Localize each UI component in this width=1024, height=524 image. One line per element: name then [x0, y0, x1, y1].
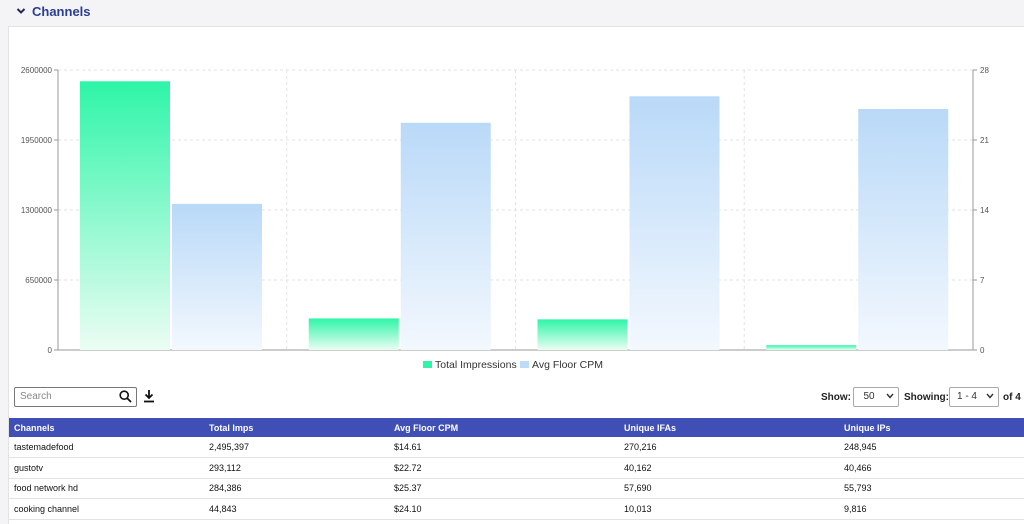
channels-chart: 0 0 650000 7 1300000 14 1950000 21 2600000 28 Tota… — [21, 66, 990, 371]
cell-total-imps: 44,843 — [209, 503, 237, 514]
cell-channel: food network hd — [14, 483, 79, 494]
column-header-channels[interactable]: Channels — [14, 422, 55, 433]
bar-avg-floor-cpm — [858, 109, 949, 350]
section-title: Channels — [32, 4, 91, 19]
column-header-total-imps[interactable]: Total Imps — [209, 422, 254, 433]
bar-total-impressions — [766, 345, 857, 350]
bar-total-impressions — [80, 81, 170, 350]
cell-unique-ifas: 40,162 — [624, 462, 652, 473]
chevron-down-icon — [986, 393, 994, 399]
y-right-tick-label: 21 — [980, 136, 989, 145]
section-header[interactable]: Channels — [0, 0, 1024, 24]
column-header-unique-ifas[interactable]: Unique IFAs — [624, 422, 677, 433]
cell-avg-floor-cpm: $14.61 — [394, 442, 422, 452]
cell-unique-ifas: 270,216 — [624, 442, 657, 452]
total-count: of 4 — [1003, 392, 1021, 403]
legend-label-total-impressions: Total Impressions — [435, 359, 517, 371]
y-left-tick-label: 1950000 — [21, 136, 53, 145]
cell-channel: cooking channel — [14, 503, 80, 514]
page-size-select[interactable]: 50 — [853, 387, 899, 407]
bar-total-impressions — [308, 318, 399, 350]
cell-unique-ips: 40,466 — [844, 462, 872, 473]
chart-legend: Total Impressions Avg Floor CPM — [423, 359, 603, 371]
column-header-unique-ips[interactable]: Unique IPs — [844, 422, 891, 433]
y-left-tick-label: 1300000 — [21, 206, 53, 215]
cell-avg-floor-cpm: $22.72 — [394, 462, 422, 473]
cell-unique-ips: 248,945 — [844, 442, 877, 452]
cell-unique-ips: 55,793 — [844, 483, 872, 494]
cell-unique-ifas: 10,013 — [624, 503, 652, 514]
page-range-select[interactable]: 1 - 4 — [949, 387, 999, 407]
search-box[interactable] — [14, 387, 137, 407]
bar-avg-floor-cpm — [629, 96, 720, 350]
y-right-tick-label: 0 — [980, 346, 985, 355]
bar-total-impressions — [537, 319, 628, 350]
show-label: Show: — [821, 392, 851, 403]
y-right-tick-label: 14 — [980, 206, 989, 215]
legend-swatch-total-impressions — [423, 361, 432, 368]
table-row[interactable]: gustotv 293,112 $22.72 40,162 40,466 — [9, 457, 1024, 478]
chevron-down-icon[interactable] — [16, 6, 26, 16]
cell-avg-floor-cpm: $24.10 — [394, 503, 422, 514]
table-header-row: Channels Total Imps Avg Floor CPM Unique… — [9, 418, 1024, 437]
cell-unique-ips: 9,816 — [844, 503, 867, 514]
page-size-value: 50 — [863, 391, 875, 402]
bar-avg-floor-cpm — [400, 122, 491, 350]
column-header-avg-floor-cpm[interactable]: Avg Floor CPM — [394, 422, 459, 433]
bar-avg-floor-cpm — [172, 203, 262, 350]
cell-avg-floor-cpm: $25.37 — [394, 483, 422, 494]
legend-label-avg-floor-cpm: Avg Floor CPM — [532, 359, 603, 371]
y-right-tick-label: 7 — [980, 276, 985, 285]
cell-channel: tastemadefood — [14, 442, 74, 452]
table-row[interactable]: tastemadefood 2,495,397 $14.61 270,216 2… — [9, 437, 1024, 458]
y-right-tick-label: 28 — [980, 66, 989, 75]
cell-total-imps: 2,495,397 — [209, 442, 250, 452]
table-row[interactable]: cooking channel 44,843 $24.10 10,013 9,8… — [9, 498, 1024, 519]
y-left-tick-label: 0 — [48, 346, 53, 355]
cell-total-imps: 293,112 — [209, 462, 241, 473]
chevron-down-icon — [886, 393, 894, 399]
page-range-value: 1 - 4 — [956, 391, 977, 402]
cell-total-imps: 284,386 — [209, 483, 242, 494]
search-icon[interactable] — [119, 390, 132, 403]
y-left-tick-label: 650000 — [25, 276, 52, 285]
y-left-tick-label: 2600000 — [21, 66, 53, 75]
cell-channel: gustotv — [14, 462, 44, 473]
table-row[interactable]: food network hd 284,386 $25.37 57,690 55… — [9, 478, 1024, 499]
channels-table: Channels Total Imps Avg Floor CPM Unique… — [9, 418, 1024, 520]
download-icon[interactable] — [143, 389, 155, 403]
showing-label: Showing: — [904, 392, 949, 403]
cell-unique-ifas: 57,690 — [624, 483, 652, 494]
search-input[interactable] — [20, 389, 115, 404]
legend-swatch-avg-floor-cpm — [520, 361, 529, 368]
